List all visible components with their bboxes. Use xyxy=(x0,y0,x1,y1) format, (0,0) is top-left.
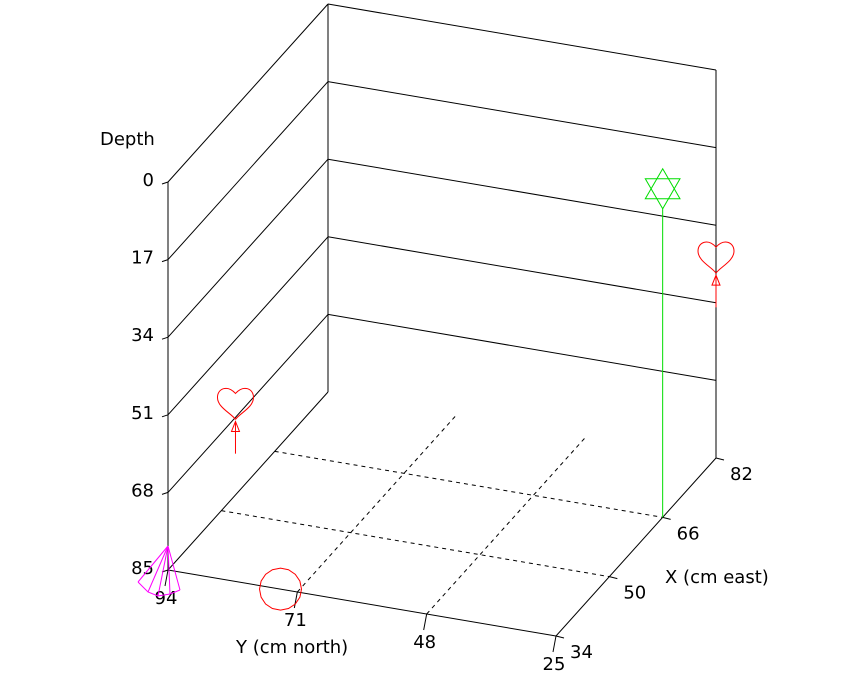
floor-edge-back xyxy=(167,391,329,571)
data-point-4-star-down xyxy=(644,178,681,210)
floor-gridline xyxy=(426,435,588,615)
x-tick xyxy=(609,576,618,580)
depth-tick xyxy=(161,181,169,185)
data-point-1-heart xyxy=(216,387,254,420)
wall-gridline xyxy=(327,236,717,304)
data-point-5-pyramid-edge xyxy=(157,545,169,597)
data-point-2-circle xyxy=(258,567,303,611)
floor-edge-x xyxy=(555,457,717,637)
x-axis-ticks: 34 50 66 82 xyxy=(555,457,753,663)
data-point-5-pyramid-base xyxy=(137,581,181,597)
wall-gridline xyxy=(327,158,717,226)
data-point-5-pyramid-edge xyxy=(147,545,169,593)
wall-gridline xyxy=(167,236,329,416)
x-tick-label: 50 xyxy=(623,583,646,604)
x-tick xyxy=(715,457,725,461)
depth-axis-label: Depth xyxy=(100,129,155,150)
y-tick xyxy=(293,591,298,609)
depth-tick-label: 17 xyxy=(131,248,154,269)
wall-gridline xyxy=(167,3,329,183)
y-tick xyxy=(423,613,428,631)
depth-tick xyxy=(161,491,169,495)
depth-tick xyxy=(161,259,169,263)
depth-tick-label: 85 xyxy=(131,558,154,579)
depth-tick-label: 51 xyxy=(131,403,154,424)
depth-tick xyxy=(161,414,169,418)
y-axis-label: Y (cm north) xyxy=(235,637,348,658)
x-tick xyxy=(555,635,565,639)
depth-tick xyxy=(161,336,169,340)
y-tick xyxy=(164,569,169,587)
data-point-5-pyramid-edge xyxy=(167,545,171,595)
x-tick-label: 82 xyxy=(730,464,753,485)
depth-tick-label: 68 xyxy=(131,480,154,501)
x-axis-label: X (cm east) xyxy=(665,567,769,588)
floor-gridlines xyxy=(221,413,663,615)
wall-gridline xyxy=(327,81,717,149)
data-point-3-stem-head xyxy=(711,273,721,286)
wall-gridline xyxy=(327,3,717,71)
data-point-1-stem-head xyxy=(230,420,241,432)
y-axis-ticks: 94 71 48 25 xyxy=(155,569,566,675)
x-tick xyxy=(662,516,671,520)
wall-gridline xyxy=(167,81,329,260)
y-tick-label: 71 xyxy=(284,610,307,631)
floor-gridline xyxy=(296,413,458,593)
y-tick-label: 94 xyxy=(155,588,178,609)
data-point-4-star-up xyxy=(644,167,681,200)
depth-tick-label: 0 xyxy=(143,170,154,191)
floor-gridline xyxy=(274,450,663,518)
data-points xyxy=(137,167,735,611)
y-tick-label: 48 xyxy=(413,632,436,653)
data-point-5-pyramid-edge xyxy=(137,545,169,583)
floor-gridline xyxy=(221,510,610,578)
y-tick-label: 25 xyxy=(543,654,566,675)
x-tick-label: 34 xyxy=(570,642,593,663)
floor-edge-y xyxy=(167,569,557,637)
wall-gridlines xyxy=(167,3,717,637)
wall-gridline xyxy=(327,313,717,381)
depth-tick-label: 34 xyxy=(131,325,154,346)
depth-axis-ticks: 0 17 34 51 68 85 xyxy=(131,170,169,579)
data-point-5-pyramid-edge xyxy=(167,545,181,591)
wall-gridline xyxy=(167,158,329,338)
wall-gridline xyxy=(167,314,329,493)
y-tick xyxy=(552,635,557,653)
data-point-3-heart xyxy=(697,241,735,274)
x-tick-label: 66 xyxy=(677,523,700,544)
